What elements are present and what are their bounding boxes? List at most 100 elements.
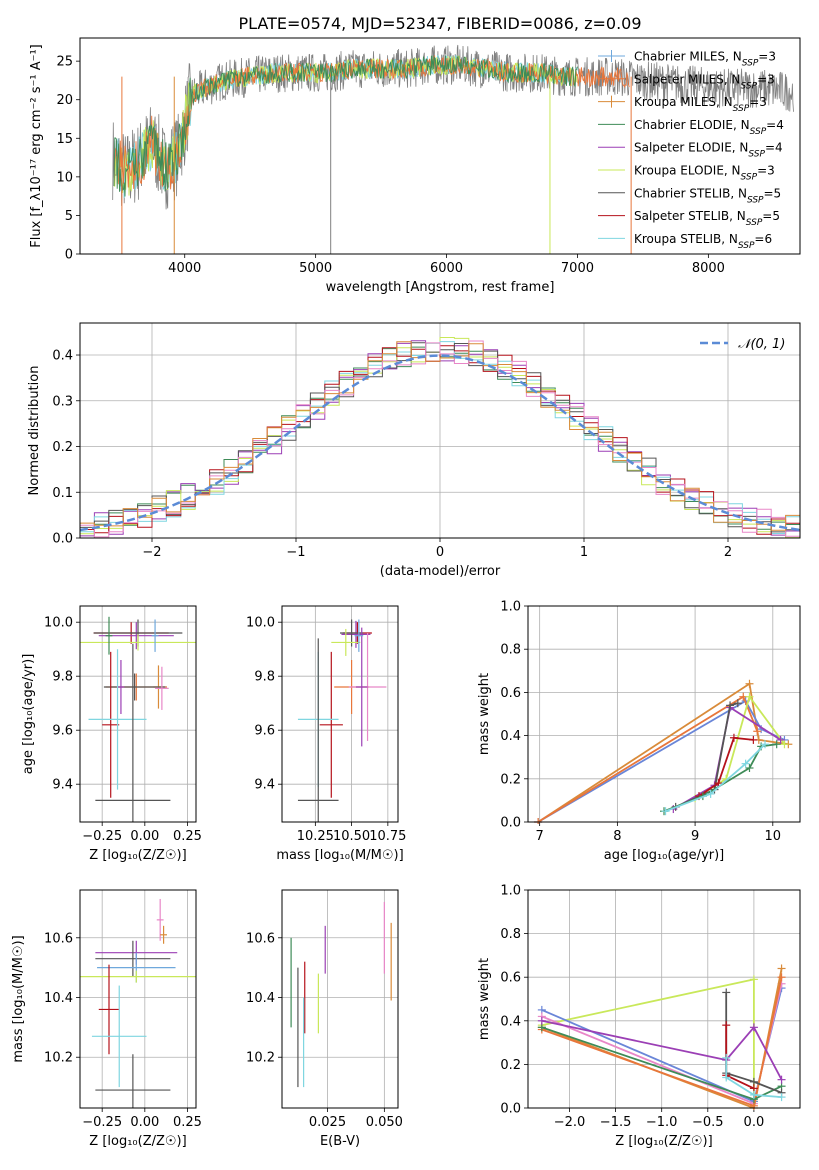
x-tick-label: 4000 <box>168 261 201 276</box>
y-tick-label: 0.8 <box>500 643 521 658</box>
y-axis-label: mass weight <box>477 958 492 1040</box>
data-spectrum <box>112 44 794 210</box>
y-tick-label: 9.6 <box>52 724 73 739</box>
errorbar-point <box>88 649 147 790</box>
y-tick-label: 0.0 <box>500 1102 521 1117</box>
plot-area <box>80 616 196 822</box>
y-axis-label: Flux [f_λ10⁻¹⁷ erg cm⁻² s⁻¹ A⁻¹] <box>29 44 44 248</box>
y-tick-label: 9.4 <box>52 778 73 793</box>
y-axis-label: mass weight <box>477 673 492 755</box>
series-line <box>665 743 766 813</box>
errorbar-point <box>95 1054 171 1108</box>
y-tick-label: 10 <box>56 170 73 185</box>
y-axis-label: age [log₁₀(age/yr)] <box>21 654 36 775</box>
y-tick-label: 0.1 <box>52 486 73 501</box>
errorbars <box>297 619 387 822</box>
model-spectrum-chabrier_elodie <box>113 55 578 197</box>
errorbar-point <box>151 619 159 652</box>
spectrum-lines <box>112 44 794 254</box>
legend-entry: Chabrier ELODIE, NSSP=4 <box>634 118 784 137</box>
x-tick-label: 10.75 <box>369 829 406 844</box>
y-tick-label: 10.4 <box>246 991 275 1006</box>
axes-frame <box>79 889 197 1109</box>
legend-entry: 𝒩(0, 1) <box>738 337 785 352</box>
panel-spectrum: 4000 5000 6000 7000 8000 0 5 10 15 20 25 wavelength… <box>29 37 801 295</box>
legend: 𝒩(0, 1) <box>700 337 785 352</box>
y-tick-label: 9.8 <box>52 670 73 685</box>
panels: 4000 5000 6000 7000 80000510152025wavelength… <box>11 37 801 1149</box>
x-axis-label: Z [log₁₀(Z/Z☉)] <box>615 1134 712 1149</box>
series-line <box>725 1025 755 1090</box>
legend-entry: Kroupa STELIB, NSSP=6 <box>634 232 772 251</box>
errorbars <box>80 898 196 1108</box>
plot-area <box>112 44 794 254</box>
series-line <box>698 736 754 797</box>
series-line <box>725 1057 782 1098</box>
series-line <box>537 682 789 823</box>
axes-frame <box>79 37 801 255</box>
y-tick-label: 10.0 <box>44 616 73 631</box>
panel-residual-hist: −2 −1 0 1 2 0.0 0.1 0.2 0.3 0.4 (data-model)/error… <box>27 322 801 579</box>
y-tick-label: 0.6 <box>500 971 521 986</box>
legend-entry: Chabrier STELIB, NSSP=5 <box>634 186 781 205</box>
axes-frame <box>79 605 197 823</box>
x-tick-label: 0 <box>436 545 444 560</box>
x-tick-label: −1 <box>286 545 305 560</box>
plot-area <box>297 619 387 822</box>
y-tick-label: 9.4 <box>254 778 275 793</box>
y-tick-label: 0.8 <box>500 927 521 942</box>
errorbar-point <box>331 628 361 656</box>
y-tick-label: 0.2 <box>52 440 73 455</box>
plot-area <box>537 964 786 1110</box>
legend-entry: Salpeter STELIB, NSSP=5 <box>634 209 780 228</box>
legend-entry: Salpeter ELODIE, NSSP=4 <box>634 141 783 160</box>
series-line <box>694 694 786 799</box>
panel-age-vs-mass: 10.25 10.50 10.75 9.4 9.6 9.8 10.0 mass [log₁₀(… <box>246 605 406 863</box>
y-tick-label: 9.8 <box>254 670 275 685</box>
x-axis-label: wavelength [Angstrom, rest frame] <box>326 280 555 295</box>
x-axis-label: E(B-V) <box>320 1134 360 1149</box>
y-tick-label: 10.2 <box>246 1051 275 1066</box>
plot-area <box>80 337 800 538</box>
x-tick-label: −0.25 <box>82 829 122 844</box>
x-tick-label: 10 <box>765 829 782 844</box>
plot-area <box>534 679 793 824</box>
histograms <box>80 337 800 538</box>
x-tick-label: 6000 <box>430 261 463 276</box>
x-tick-label: 7000 <box>561 261 594 276</box>
panel-mass-vs-ebv: 0.025 0.050 10.2 10.4 10.6 E(B-V) <box>246 889 403 1149</box>
x-tick-label: 7 <box>536 829 544 844</box>
y-tick-label: 0.4 <box>500 729 521 744</box>
x-tick-label: −1.0 <box>646 1115 678 1130</box>
x-axis-label: age [log₁₀(age/yr)] <box>604 848 725 863</box>
x-tick-label: 1 <box>580 545 588 560</box>
errorbars <box>290 901 392 1088</box>
y-tick-label: 0.2 <box>500 1058 521 1073</box>
x-tick-label: 9 <box>691 829 699 844</box>
x-tick-label: −2 <box>142 545 161 560</box>
errorbar-point <box>95 643 171 822</box>
x-tick-label: 0.00 <box>130 829 159 844</box>
axes-frame <box>79 322 801 539</box>
panel-mass-weight-vs-z: −2.0 −1.5 −1.0 −0.5 0.0 0.0 0.2 0.4 0.6 0.8 1.0 Z [… <box>477 884 801 1149</box>
x-tick-label: 8000 <box>692 261 725 276</box>
y-tick-label: 0.6 <box>500 686 521 701</box>
series-line <box>541 1019 783 1081</box>
y-tick-label: 0.3 <box>52 394 73 409</box>
x-tick-label: 5000 <box>299 261 332 276</box>
y-tick-label: 0.4 <box>52 349 73 364</box>
errorbar-point <box>103 673 166 701</box>
x-tick-label: −0.25 <box>82 1115 122 1130</box>
errorbar-point <box>297 638 339 822</box>
y-tick-label: 0.4 <box>500 1014 521 1029</box>
errorbar-point <box>80 970 196 983</box>
plot-area <box>80 898 196 1108</box>
errorbar-point <box>95 940 171 977</box>
y-tick-label: 10.6 <box>246 931 275 946</box>
panel-age-vs-z: −0.25 0.00 0.25 9.4 9.6 9.8 10.0 Z [log₁₀(Z/Z☉)… <box>21 605 202 863</box>
panel-mass-weight-vs-age: 7 8 9 10 0.0 0.2 0.4 0.6 0.8 1.0 age [log₁₀(age/yr… <box>477 600 801 863</box>
x-axis-label: (data-model)/error <box>380 564 501 579</box>
y-tick-label: 10.6 <box>44 931 73 946</box>
y-tick-label: 10.4 <box>44 991 73 1006</box>
